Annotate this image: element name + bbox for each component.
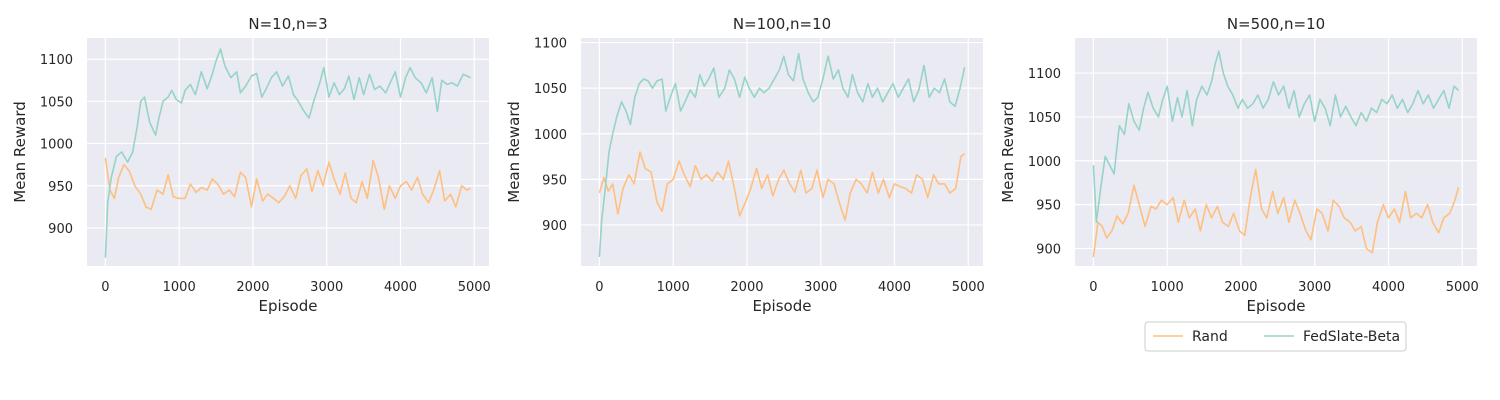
x-tick-label: 1000 [1151,280,1184,295]
y-tick-label: 950 [1036,199,1061,214]
x-tick-label: 2000 [236,280,269,295]
y-tick-label: 900 [48,222,73,237]
series-line-fedslate-beta [104,48,471,258]
series-line-rand [1092,168,1460,258]
x-tick-label: 5000 [458,280,491,295]
y-axis-label: Mean Reward [999,101,1017,203]
x-tick-label: 0 [1089,280,1097,295]
chart-panel-2: 0 1000 2000 3000 4000 5000 900 950 1000 1050 1100 N… [505,15,985,315]
y-tick-label: 1050 [40,95,73,110]
y-tick-label: 900 [542,219,567,234]
x-tick-label: 1000 [163,280,196,295]
x-axis-label: Episode [259,297,318,315]
y-tick-label: 950 [48,180,73,195]
legend: Rand FedSlate-Beta [1144,321,1407,352]
charts-container: 0 1000 2000 3000 4000 5000 900 950 1000 1050 1100 N… [11,15,1479,315]
x-tick-label: 2000 [1224,280,1257,295]
chart-panel-1: 0 1000 2000 3000 4000 5000 900 950 1000 1050 1100 N… [11,15,491,315]
x-tick-label: 3000 [804,280,837,295]
x-tick-label: 0 [595,280,603,295]
y-tick-label: 1100 [1028,67,1061,82]
y-tick-label: 1000 [534,128,567,143]
x-tick-label: 4000 [1372,280,1405,295]
series-line-rand [598,151,966,222]
x-tick-label: 0 [101,280,109,295]
x-tick-label: 4000 [878,280,911,295]
x-tick-label: 4000 [384,280,417,295]
x-tick-label: 5000 [1446,280,1479,295]
x-axis-label: Episode [1247,297,1306,315]
y-axis-label: Mean Reward [11,101,29,203]
legend-label-rand: Rand [1192,329,1228,345]
y-axis-label: Mean Reward [505,101,523,203]
x-tick-label: 3000 [310,280,343,295]
y-tick-label: 1100 [534,37,567,52]
legend-label-fedslate-beta: FedSlate-Beta [1303,329,1400,345]
series-line-fedslate-beta [1092,50,1460,223]
x-axis-label: Episode [753,297,812,315]
plot-area [1075,38,1477,266]
x-tick-label: 3000 [1298,280,1331,295]
y-tick-label: 1050 [1028,111,1061,126]
plot-area [581,38,983,266]
plot-area [87,38,489,266]
chart-title: N=500,n=10 [1227,15,1325,33]
y-tick-label: 1050 [534,82,567,97]
x-tick-label: 1000 [657,280,690,295]
y-tick-label: 900 [1036,242,1061,257]
y-tick-label: 1100 [40,53,73,68]
chart-title: N=100,n=10 [733,15,831,33]
series-line-rand [104,157,471,211]
y-tick-label: 1000 [40,138,73,153]
chart-title: N=10,n=3 [248,15,327,33]
x-tick-label: 2000 [730,280,763,295]
series-line-fedslate-beta [598,52,966,257]
chart-panel-3: 0 1000 2000 3000 4000 5000 900 950 1000 1050 1100 N… [999,15,1479,315]
x-tick-label: 5000 [952,280,985,295]
y-tick-label: 950 [542,173,567,188]
y-tick-label: 1000 [1028,155,1061,170]
